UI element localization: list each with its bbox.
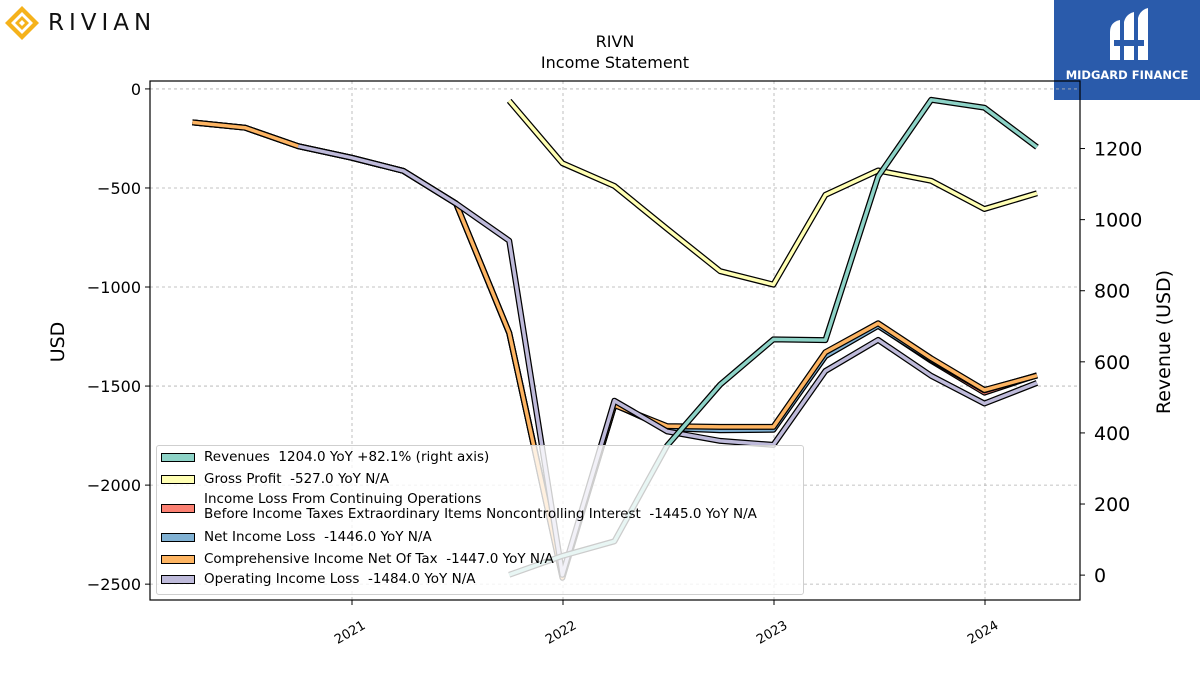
x-tick-label: 2023 — [754, 618, 790, 648]
legend-label: Revenues 1204.0 YoY +82.1% (right axis) — [204, 449, 490, 465]
chart-legend: Revenues 1204.0 YoY +82.1% (right axis) G… — [156, 445, 804, 595]
plot-frame — [149, 80, 1081, 601]
midgard-finance-logo: MIDGARD FINANCE — [1054, 0, 1200, 100]
x-tick-label: 2021 — [332, 618, 368, 648]
legend-label: Operating Income Loss -1484.0 YoY N/A — [204, 571, 476, 587]
y2-tick-label: 200 — [1094, 494, 1130, 516]
y2-tick-label: 1000 — [1094, 210, 1142, 232]
y2-axis-label: Revenue (USD) — [1153, 270, 1175, 414]
legend-label: Gross Profit -527.0 YoY N/A — [204, 471, 390, 487]
legend-label: Net Income Loss -1446.0 YoY N/A — [204, 529, 432, 545]
series-outline — [506, 98, 1038, 288]
y2-tick-label: 1200 — [1094, 139, 1142, 161]
chart-title: RIVN — [596, 32, 635, 51]
y2-tick-label: 600 — [1094, 352, 1130, 374]
y2-tick-label: 400 — [1094, 423, 1130, 445]
y2-tick-label: 800 — [1094, 281, 1130, 303]
legend-swatch — [161, 575, 195, 584]
y-axis-label: USD — [47, 322, 69, 363]
legend-label: Comprehensive Income Net Of Tax -1447.0 … — [204, 551, 554, 567]
y-tick-label: −500 — [97, 179, 141, 198]
legend-swatch — [161, 453, 195, 462]
y-tick-label: −2500 — [87, 575, 141, 594]
rivian-diamond-icon — [5, 6, 39, 40]
y2-tick-label: 0 — [1094, 565, 1106, 587]
rivian-wordmark: RIVIAN — [48, 10, 157, 36]
legend-swatch — [161, 555, 195, 564]
y-tick-label: −2000 — [87, 476, 141, 495]
legend-swatch — [161, 533, 195, 542]
series-line — [297, 144, 1038, 577]
series-line — [507, 99, 1038, 287]
y-tick-label: 0 — [131, 80, 141, 99]
midgard-brand-name: MIDGARD FINANCE — [1065, 68, 1189, 82]
midgard-emblem-icon — [1110, 8, 1148, 60]
y-tick-label: −1500 — [87, 377, 141, 396]
chart-subtitle: Income Statement — [541, 53, 689, 72]
x-tick-label: 2022 — [543, 618, 579, 648]
rivian-logo: RIVIAN — [4, 4, 156, 42]
legend-label: Income Loss From Continuing Operations B… — [204, 491, 757, 522]
legend-swatch — [161, 475, 195, 484]
series-operating-income-loss — [297, 143, 1039, 578]
legend-swatch — [161, 504, 195, 513]
y-tick-label: −1000 — [87, 278, 141, 297]
x-tick-label: 2024 — [965, 618, 1001, 648]
series-gross-profit — [506, 98, 1038, 288]
